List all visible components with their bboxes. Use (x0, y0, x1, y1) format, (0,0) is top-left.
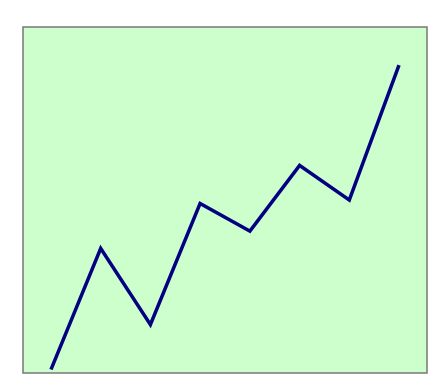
series-line-0 (49, 64, 401, 371)
plot-area (22, 26, 428, 374)
series-layer (49, 64, 401, 371)
